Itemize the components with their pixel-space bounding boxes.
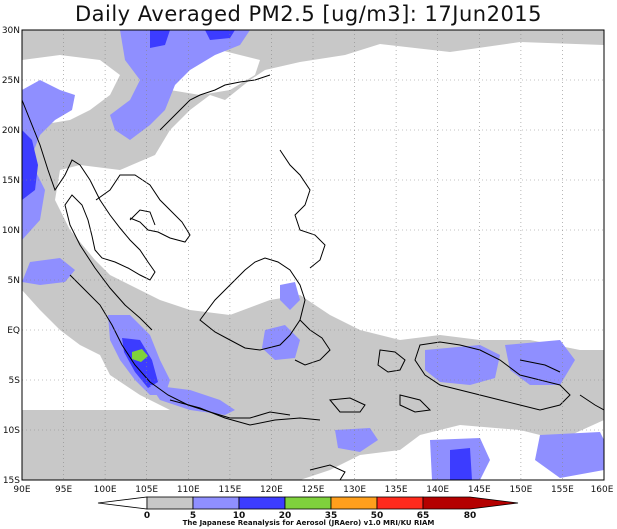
map-title: Daily Averaged PM2.5 [ug/m3]: 17Jun2015 [74,2,543,26]
colorbar: 0 5 10 20 35 50 65 80 [97,496,519,521]
pm25-darkblue-south2 [450,448,472,480]
colorbar-seg-4 [284,496,332,510]
pm25-blue-myanmar-dark [22,130,38,200]
colorbar-seg-1 [146,496,194,510]
lat-label: 5N [8,276,20,286]
lon-label: 145E [468,485,491,495]
lat-label: 30N [2,26,20,36]
lon-label: 100E [94,485,117,495]
colorbar-seg-2 [192,496,240,510]
pm25-blue-china2 [150,30,170,48]
lon-label: 155E [551,485,574,495]
colorbar-seg-6 [376,496,424,510]
pm25-blue-china3 [205,30,235,40]
lat-labels: 30N 25N 20N 15N 10N 5N EQ 5S 10S 15S [2,26,20,486]
pm25-blue-png [425,345,500,385]
lon-label: 130E [343,485,366,495]
colorbar-tick: 20 [279,511,292,521]
colorbar-tick: 80 [464,511,477,521]
pm25-blue-malay [22,258,75,285]
lon-label: 135E [385,485,408,495]
colorbar-tick: 50 [371,511,384,521]
lat-label: 10S [3,426,20,436]
lat-label: 15S [3,476,20,486]
lon-label: 105E [135,485,158,495]
credit-line: The Japanese Reanalysis for Aerosol (JRA… [182,519,435,527]
colorbar-tick: 0 [144,511,150,521]
lat-label: 25N [2,76,20,86]
coastlines [22,74,604,480]
pm25-blue-south1 [335,428,378,452]
lon-label: 110E [177,485,200,495]
colorbar-tick: 35 [325,511,338,521]
lon-label: 140E [426,485,449,495]
colorbar-tick: 5 [190,511,196,521]
lat-label: 15N [2,176,20,186]
lon-label: 120E [260,485,283,495]
lon-label: 160E [591,485,614,495]
lon-label: 150E [509,485,532,495]
pm25-blue-nw [22,80,75,240]
lon-label: 95E [55,485,72,495]
colorbar-tick: 65 [417,511,430,521]
colorbar-seg-0 [97,496,148,510]
pm25-blue-south3 [535,432,604,478]
pm25-blue-java [150,385,235,415]
lat-label: EQ [7,326,20,336]
map-frame [21,29,605,481]
colorbar-tick: 10 [233,511,246,521]
colorbar-seg-3 [238,496,286,510]
lon-label: 90E [13,485,30,495]
pm25-darkblue-sumatra [122,338,158,388]
lon-label: 125E [302,485,325,495]
pm25-blue-png2 [505,340,575,385]
lon-label: 115E [218,485,241,495]
pm25-green-spot [132,349,148,362]
colorbar-seg-5 [330,496,378,510]
grid-lines [22,30,604,480]
lat-label: 5S [9,376,21,386]
pm25-white-pacific [350,50,604,290]
lat-label: 10N [2,226,20,236]
pm25-blue-china [110,30,250,140]
pm25-blue-sulawesi [280,282,300,310]
lon-labels: 90E 95E 100E 105E 110E 115E 120E 125E 13… [13,485,613,495]
lat-label: 20N [2,126,20,136]
colorbar-seg-7 [422,496,519,510]
